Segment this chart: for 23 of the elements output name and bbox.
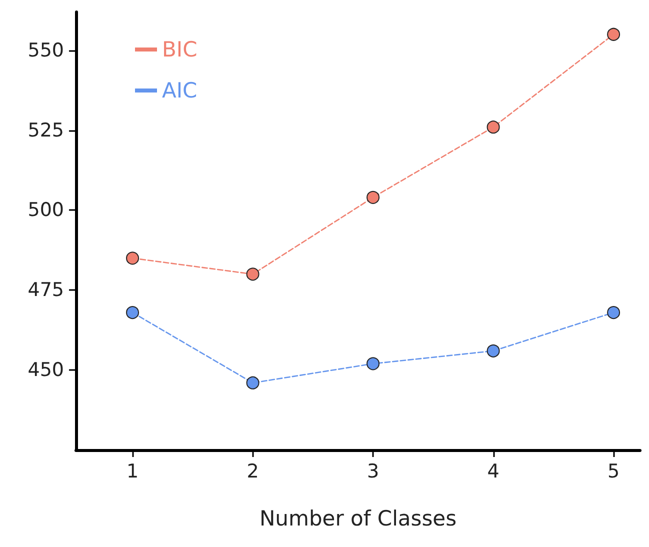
x-tick-label: 4 [487, 460, 500, 482]
y-tick-label: 525 [28, 119, 64, 142]
point [126, 306, 140, 320]
x-tick-label: 2 [246, 460, 259, 482]
point [607, 28, 620, 41]
x-tick-label: 3 [366, 460, 380, 482]
legend-label: AIC [162, 78, 198, 102]
point [246, 268, 260, 281]
y-tick-label: 450 [28, 359, 64, 382]
point [486, 120, 500, 134]
point [607, 306, 620, 320]
y-tick-label: 550 [28, 39, 64, 62]
y-tick-label: 475 [28, 279, 64, 302]
point [366, 190, 380, 204]
point [246, 376, 260, 390]
legend-label: BIC [162, 38, 198, 62]
point [486, 344, 500, 358]
x-tick-label: 1 [126, 460, 139, 482]
x-tick-label: 5 [607, 460, 620, 482]
point [366, 357, 380, 370]
point [126, 252, 140, 265]
y-tick-label: 500 [28, 199, 64, 222]
x-axis-title: Number of Classes [259, 506, 457, 530]
